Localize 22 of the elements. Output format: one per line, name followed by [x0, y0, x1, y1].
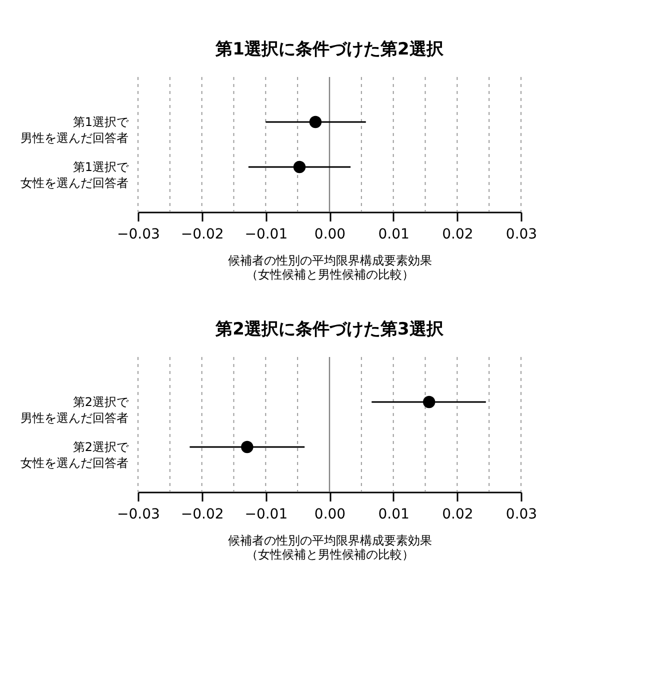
x-tick-label: 0.01 [378, 506, 410, 522]
x-tick-label: −0.03 [117, 226, 160, 242]
x-tick-label: −0.01 [244, 226, 288, 242]
y-tick-label: 第1選択で女性を選んだ回答者 [20, 160, 130, 190]
x-tick-label: −0.01 [244, 506, 288, 522]
x-axis-title: 候補者の性別の平均限界構成要素効果（女性候補と男性候補の比較） [228, 254, 432, 282]
x-axis-title: 候補者の性別の平均限界構成要素効果（女性候補と男性候補の比較） [228, 534, 432, 562]
x-tick-label: −0.02 [180, 506, 224, 522]
chart-title: 第1選択に条件づけた第2選択 [214, 39, 444, 60]
y-tick-label: 第2選択で女性を選んだ回答者 [20, 440, 130, 470]
x-tick-label: 0.03 [506, 226, 538, 242]
x-tick-label: 0.00 [314, 226, 346, 242]
x-tick-label: 0.00 [314, 506, 346, 522]
x-tick-label: 0.02 [442, 506, 474, 522]
y-tick-label: 第1選択で男性を選んだ回答者 [20, 115, 130, 145]
x-tick-label: 0.03 [506, 506, 538, 522]
x-tick-label: 0.02 [442, 226, 474, 242]
x-tick-label: −0.02 [180, 226, 224, 242]
x-tick-label: 0.01 [378, 226, 410, 242]
x-tick-label: −0.03 [117, 506, 160, 522]
y-tick-label: 第2選択で男性を選んだ回答者 [20, 395, 130, 425]
chart-title: 第2選択に条件づけた第3選択 [214, 319, 444, 340]
